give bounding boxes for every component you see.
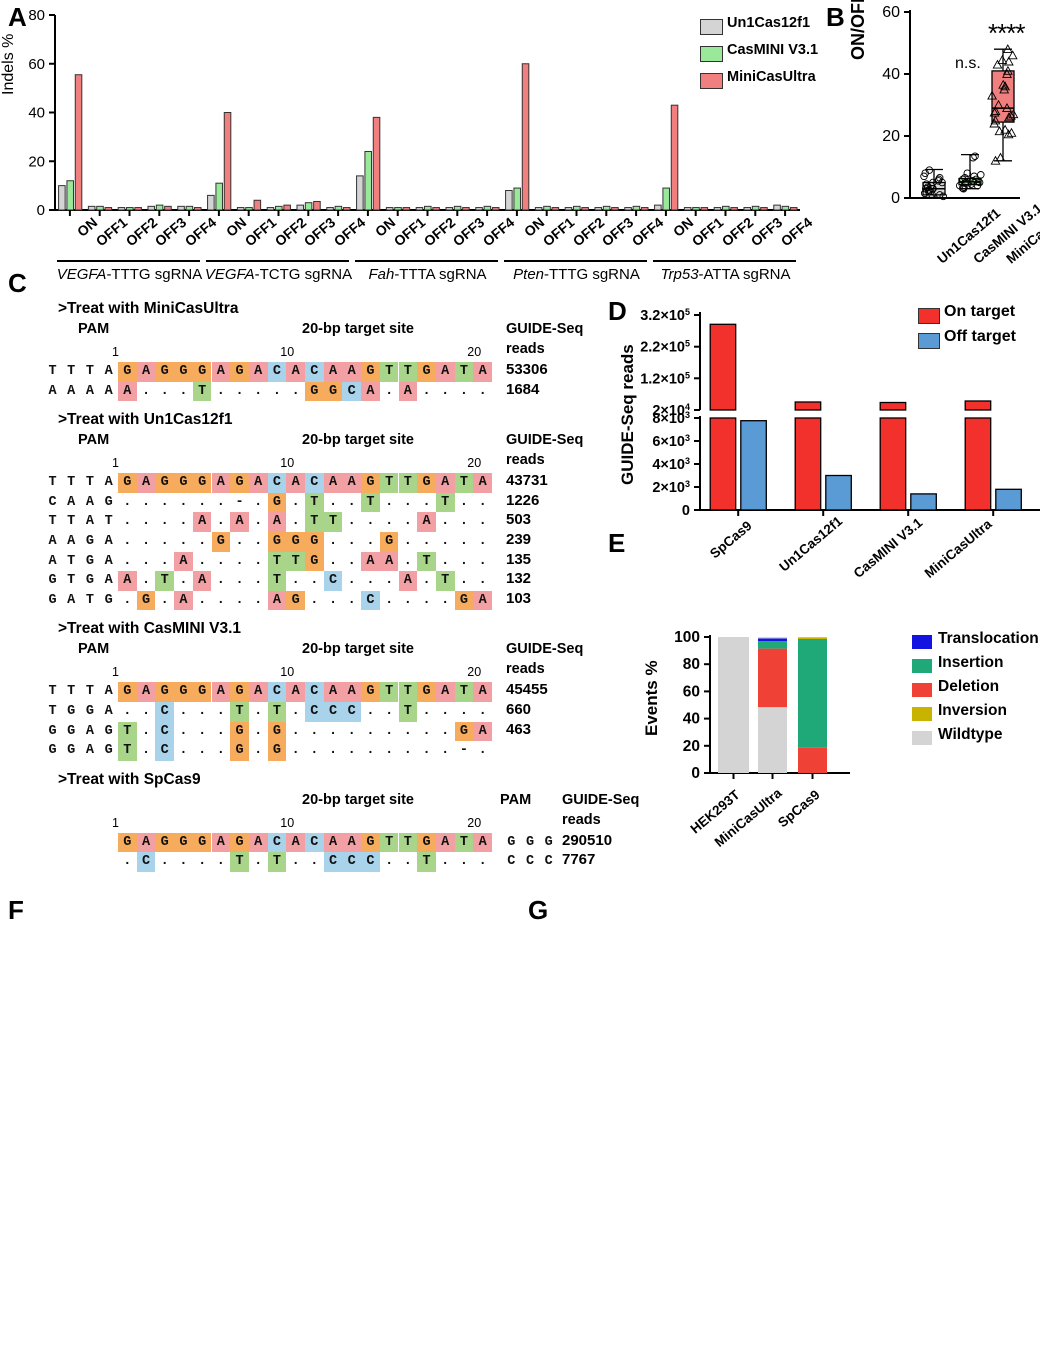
svg-text:80: 80	[28, 7, 45, 24]
svg-text:8×103: 8×103	[652, 410, 690, 427]
svg-text:0: 0	[691, 765, 700, 782]
svg-text:6×103: 6×103	[652, 433, 690, 450]
svg-text:2×103: 2×103	[652, 479, 690, 496]
svg-text:20: 20	[683, 738, 700, 755]
svg-text:60: 60	[28, 56, 45, 73]
svg-text:20: 20	[882, 128, 900, 145]
svg-text:20: 20	[28, 153, 45, 170]
svg-text:40: 40	[28, 105, 45, 122]
svg-text:0: 0	[37, 202, 45, 219]
svg-text:2.2×105: 2.2×105	[640, 339, 690, 356]
svg-text:80: 80	[683, 656, 700, 673]
svg-text:60: 60	[683, 683, 700, 700]
svg-text:100: 100	[674, 629, 700, 646]
svg-text:3.2×105: 3.2×105	[640, 307, 690, 324]
svg-text:40: 40	[882, 66, 900, 83]
svg-text:1.2×105: 1.2×105	[640, 370, 690, 387]
svg-text:0: 0	[891, 190, 900, 207]
svg-text:40: 40	[683, 711, 700, 728]
svg-text:0: 0	[682, 503, 690, 519]
svg-text:4×103: 4×103	[652, 456, 690, 473]
svg-text:60: 60	[882, 4, 900, 21]
